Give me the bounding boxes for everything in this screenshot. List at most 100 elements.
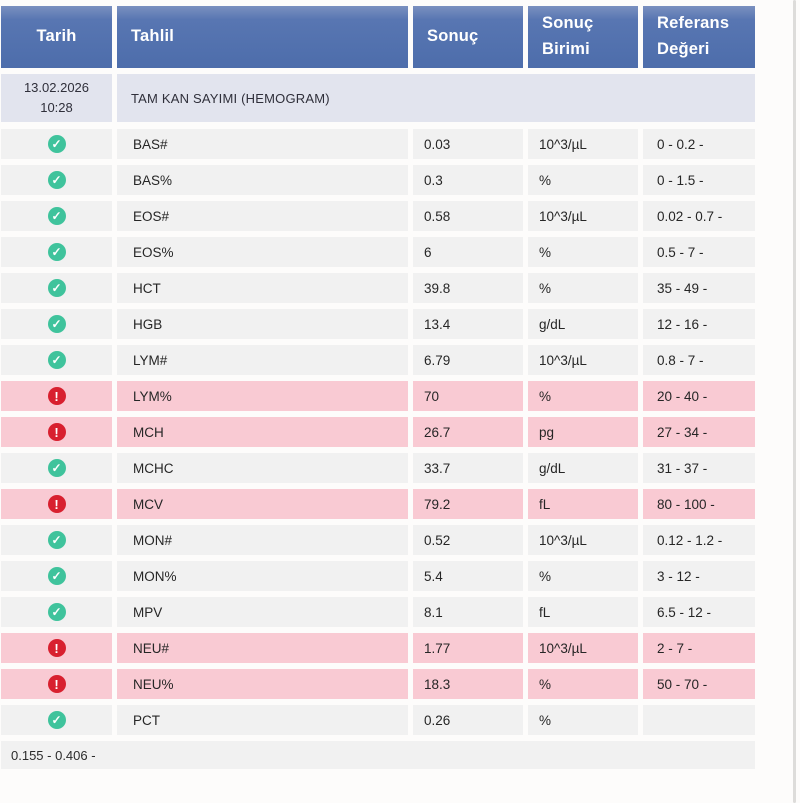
test-name-cell: NEU#	[117, 633, 408, 663]
unit-cell: %	[528, 669, 638, 699]
test-name-cell: MCHC	[117, 453, 408, 483]
reference-cell: 0.5 - 7 -	[643, 237, 755, 267]
reference-cell: 2 - 7 -	[643, 633, 755, 663]
result-cell: 5.4	[413, 561, 523, 591]
table-row: ! MCV 79.2 fL 80 - 100 -	[1, 489, 755, 519]
unit-cell: %	[528, 381, 638, 411]
table-row: ✓ MON# 0.52 10^3/µL 0.12 - 1.2 -	[1, 525, 755, 555]
check-icon: ✓	[47, 567, 66, 585]
check-icon: ✓	[47, 207, 66, 225]
footer-reference-value: 0.155 - 0.406 -	[1, 741, 755, 769]
check-icon: ✓	[47, 243, 66, 261]
table-row: ! NEU% 18.3 % 50 - 70 -	[1, 669, 755, 699]
alert-icon: !	[47, 675, 66, 693]
reference-cell: 0.12 - 1.2 -	[643, 525, 755, 555]
result-cell: 33.7	[413, 453, 523, 483]
reference-cell: 3 - 12 -	[643, 561, 755, 591]
test-name-cell: HGB	[117, 309, 408, 339]
check-icon: ✓	[47, 603, 66, 621]
footer-row: 0.155 - 0.406 -	[1, 741, 755, 769]
result-cell: 6	[413, 237, 523, 267]
alert-icon: !	[47, 639, 66, 657]
test-name-cell: BAS#	[117, 129, 408, 159]
unit-cell: %	[528, 705, 638, 735]
result-cell: 0.03	[413, 129, 523, 159]
table-row: ! LYM% 70 % 20 - 40 -	[1, 381, 755, 411]
reference-cell: 0.02 - 0.7 -	[643, 201, 755, 231]
unit-cell: 10^3/µL	[528, 129, 638, 159]
group-time: 10:28	[40, 100, 73, 115]
table-row: ✓ MON% 5.4 % 3 - 12 -	[1, 561, 755, 591]
check-icon: ✓	[47, 531, 66, 549]
row-status-cell: !	[1, 633, 112, 663]
unit-cell: %	[528, 273, 638, 303]
check-icon: ✓	[47, 459, 66, 477]
table-row: ✓ EOS# 0.58 10^3/µL 0.02 - 0.7 -	[1, 201, 755, 231]
unit-cell: %	[528, 165, 638, 195]
group-date: 13.02.2026	[23, 79, 90, 95]
column-header-tahlil: Tahlil	[117, 6, 408, 68]
alert-icon: !	[47, 387, 66, 405]
row-status-cell: ✓	[1, 525, 112, 555]
unit-cell: %	[528, 561, 638, 591]
test-name-cell: EOS%	[117, 237, 408, 267]
reference-cell: 0.8 - 7 -	[643, 345, 755, 375]
unit-cell: 10^3/µL	[528, 345, 638, 375]
row-status-cell: ✓	[1, 453, 112, 483]
scrollbar[interactable]	[793, 0, 796, 803]
row-status-cell: ✓	[1, 273, 112, 303]
unit-cell: 10^3/µL	[528, 525, 638, 555]
check-icon: ✓	[47, 351, 66, 369]
result-cell: 13.4	[413, 309, 523, 339]
group-panel-title: TAM KAN SAYIMI (HEMOGRAM)	[117, 74, 755, 122]
row-status-cell: ✓	[1, 129, 112, 159]
table-row: ✓ MPV 8.1 fL 6.5 - 12 -	[1, 597, 755, 627]
test-name-cell: NEU%	[117, 669, 408, 699]
unit-cell: 10^3/µL	[528, 633, 638, 663]
unit-cell: fL	[528, 597, 638, 627]
table-body: ✓ BAS# 0.03 10^3/µL 0 - 0.2 - ✓ BAS% 0.3…	[1, 129, 755, 735]
row-status-cell: ✓	[1, 201, 112, 231]
check-icon: ✓	[47, 279, 66, 297]
row-status-cell: !	[1, 489, 112, 519]
test-name-cell: LYM#	[117, 345, 408, 375]
check-icon: ✓	[47, 711, 66, 729]
reference-cell: 0 - 1.5 -	[643, 165, 755, 195]
result-cell: 26.7	[413, 417, 523, 447]
result-cell: 6.79	[413, 345, 523, 375]
reference-cell: 20 - 40 -	[643, 381, 755, 411]
test-name-cell: BAS%	[117, 165, 408, 195]
unit-cell: pg	[528, 417, 638, 447]
reference-cell: 35 - 49 -	[643, 273, 755, 303]
reference-cell: 0 - 0.2 -	[643, 129, 755, 159]
alert-icon: !	[47, 423, 66, 441]
panel-group-row: 13.02.2026 10:28 TAM KAN SAYIMI (HEMOGRA…	[1, 74, 755, 122]
test-name-cell: MON#	[117, 525, 408, 555]
group-date-cell: 13.02.2026 10:28	[1, 74, 112, 122]
column-header-sonuc: Sonuç	[413, 6, 523, 68]
unit-cell: fL	[528, 489, 638, 519]
row-status-cell: !	[1, 381, 112, 411]
result-cell: 0.26	[413, 705, 523, 735]
row-status-cell: ✓	[1, 309, 112, 339]
result-cell: 70	[413, 381, 523, 411]
reference-cell	[643, 705, 755, 735]
row-status-cell: ✓	[1, 165, 112, 195]
check-icon: ✓	[47, 315, 66, 333]
unit-cell: %	[528, 237, 638, 267]
row-status-cell: ✓	[1, 561, 112, 591]
table-row: ✓ HGB 13.4 g/dL 12 - 16 -	[1, 309, 755, 339]
test-name-cell: HCT	[117, 273, 408, 303]
check-icon: ✓	[47, 171, 66, 189]
row-status-cell: !	[1, 669, 112, 699]
reference-cell: 80 - 100 -	[643, 489, 755, 519]
table-row: ✓ MCHC 33.7 g/dL 31 - 37 -	[1, 453, 755, 483]
reference-cell: 12 - 16 -	[643, 309, 755, 339]
test-name-cell: PCT	[117, 705, 408, 735]
row-status-cell: ✓	[1, 345, 112, 375]
result-cell: 18.3	[413, 669, 523, 699]
test-name-cell: MPV	[117, 597, 408, 627]
row-status-cell: ✓	[1, 705, 112, 735]
result-cell: 0.3	[413, 165, 523, 195]
